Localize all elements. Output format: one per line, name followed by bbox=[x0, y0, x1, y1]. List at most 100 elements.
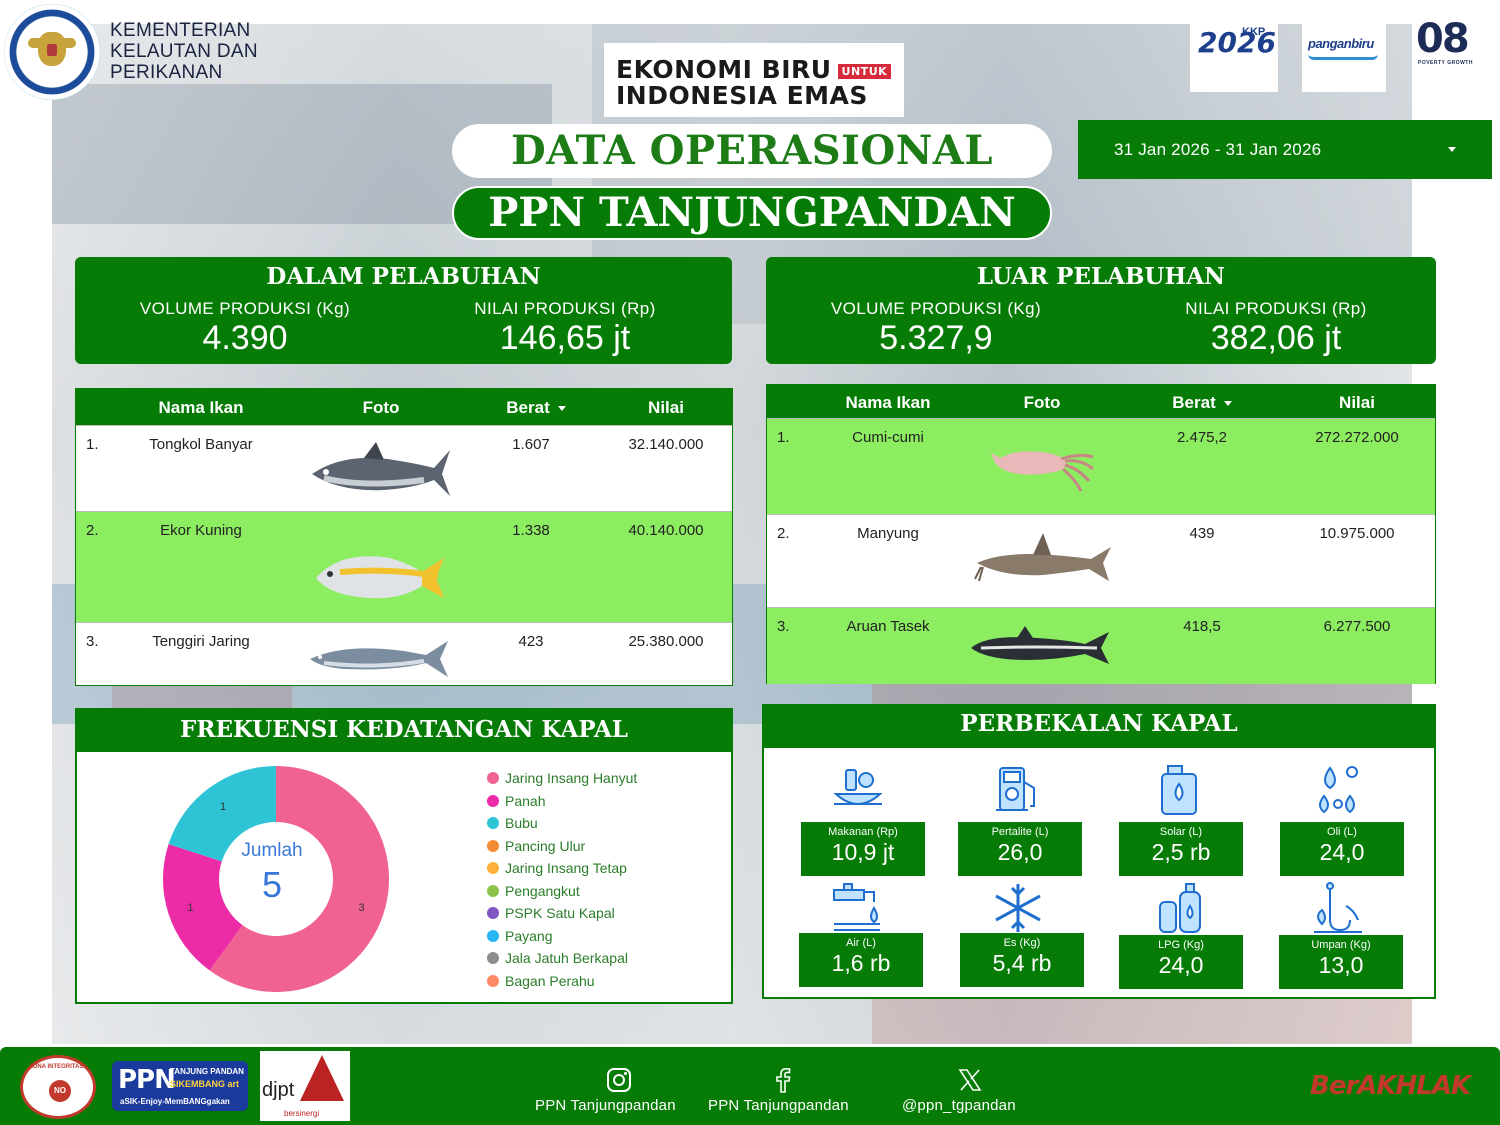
ministry-name: KEMENTERIAN KELAUTAN DAN PERIKANAN bbox=[110, 20, 258, 83]
donut-slice[interactable] bbox=[168, 766, 276, 862]
jerrycan-icon bbox=[1161, 765, 1197, 815]
luar-nilai-value: 382,06 jt bbox=[1210, 319, 1342, 357]
donut-center-value: 5 bbox=[261, 864, 283, 905]
legend-item[interactable]: Jala Jatuh Berkapal bbox=[487, 950, 628, 966]
date-range-picker[interactable]: 31 Jan 2026 - 31 Jan 2026 bbox=[1078, 120, 1492, 179]
legend-item[interactable]: Pancing Ulur bbox=[487, 838, 585, 854]
berakhlak-logo: BerAKHLAK bbox=[1310, 1071, 1471, 1101]
frekuensi-title: FREKUENSI KEDATANGAN KAPAL bbox=[75, 708, 733, 752]
kkp-2026-logo: 2026 KKP bbox=[1190, 16, 1278, 92]
col-foto: Foto bbox=[362, 398, 400, 417]
chevron-down-icon bbox=[1448, 147, 1456, 152]
perbekalan-title: PERBEKALAN KAPAL bbox=[762, 704, 1436, 748]
legend-item[interactable]: Panah bbox=[487, 793, 545, 809]
legend-item[interactable]: PSPK Satu Kapal bbox=[487, 905, 615, 921]
ekor-kuning-photo bbox=[316, 556, 444, 599]
legend-item[interactable]: Bagan Perahu bbox=[487, 973, 595, 989]
dalam-volume-label: VOLUME PRODUKSI (Kg) bbox=[139, 299, 351, 318]
legend-label: Pancing Ulur bbox=[505, 837, 586, 854]
x-link[interactable]: @ppn_tgpandan bbox=[902, 1097, 1016, 1114]
legend-swatch bbox=[487, 952, 499, 964]
legend-item[interactable]: Bubu bbox=[487, 815, 538, 831]
donut-slice[interactable] bbox=[209, 766, 389, 992]
legend-swatch bbox=[487, 817, 499, 829]
oil-drops-icon bbox=[1319, 766, 1358, 814]
instagram-icon[interactable] bbox=[606, 1067, 632, 1093]
legend-swatch bbox=[487, 772, 499, 784]
makanan-tile: Makanan (Rp) 10,9 jt bbox=[801, 822, 925, 876]
legend-label: Payang bbox=[505, 927, 553, 944]
date-range-value: 31 Jan 2026 - 31 Jan 2026 bbox=[1114, 140, 1322, 159]
luar-volume-label: VOLUME PRODUKSI (Kg) bbox=[830, 299, 1042, 318]
dalam-volume-value: 4.390 bbox=[202, 319, 288, 357]
legend-swatch bbox=[487, 974, 499, 987]
table-row[interactable]: 1. Cumi-cumi 2.475,2 272.272.000 bbox=[767, 418, 1435, 514]
footer: ZONA INTEGRITAS NO PPN TANJUNG PANDAN SI… bbox=[0, 1047, 1500, 1125]
facebook-link[interactable]: PPN Tanjungpandan bbox=[708, 1097, 849, 1114]
cumi-cumi-photo bbox=[991, 451, 1094, 492]
legend-swatch bbox=[487, 907, 499, 919]
table-row[interactable]: 3. Tenggiri Jaring 423 25.380.000 bbox=[76, 622, 732, 686]
legend-label: Jala Jatuh Berkapal bbox=[505, 950, 628, 966]
legend-item[interactable]: Jaring Insang Tetap bbox=[487, 860, 627, 876]
luar-volume-value: 5.327,9 bbox=[879, 319, 993, 357]
table-row[interactable]: 2. Manyung 439 10.975.000 bbox=[767, 514, 1435, 607]
luar-title: LUAR PELABUHAN bbox=[976, 263, 1226, 290]
col-nilai: Nilai bbox=[648, 398, 684, 417]
table-row[interactable]: 3. Aruan Tasek 418,5 6.277.500 bbox=[767, 607, 1435, 684]
donut-center-label: Jumlah bbox=[241, 840, 303, 861]
col-berat-sort[interactable]: Berat bbox=[1152, 393, 1252, 413]
snowflake-icon bbox=[995, 884, 1041, 932]
lpg-icon bbox=[1159, 883, 1201, 933]
legend-label: Bagan Perahu bbox=[505, 972, 595, 989]
facebook-icon[interactable] bbox=[770, 1067, 796, 1093]
perbekalan-panel: Makanan (Rp) 10,9 jt Pertalite (L) 26,0 So… bbox=[762, 748, 1436, 999]
dalam-nilai-value: 146,65 jt bbox=[499, 319, 631, 357]
dalam-pelabuhan-card: DALAM PELABUHAN VOLUME PRODUKSI (Kg) NIL… bbox=[75, 257, 732, 364]
umpan-tile: Umpan (Kg) 13,0 bbox=[1279, 935, 1403, 989]
legend-label: Bubu bbox=[505, 815, 538, 831]
solar-tile: Solar (L) 2,5 rb bbox=[1119, 822, 1243, 876]
ekonomi-biru-logo: EKONOMI BIRU UNTUK INDONESIA EMAS bbox=[604, 43, 904, 117]
legend-item[interactable]: Payang bbox=[487, 928, 552, 944]
table-row[interactable]: 2. Ekor Kuning 1.338 40.140.000 bbox=[76, 511, 732, 622]
djpt-logo: djpt bersinergi bbox=[260, 1051, 350, 1121]
col-nama: Nama Ikan bbox=[845, 393, 931, 412]
manyung-photo bbox=[974, 533, 1111, 582]
col-berat-sort[interactable]: Berat bbox=[486, 398, 586, 418]
dalam-title: DALAM PELABUHAN bbox=[266, 263, 541, 290]
instagram-link[interactable]: PPN Tanjungpandan bbox=[535, 1097, 676, 1114]
luar-fish-table: Nama Ikan Foto Berat Nilai 1. Cumi-cumi … bbox=[766, 384, 1436, 684]
aruan-tasek-photo bbox=[971, 626, 1109, 664]
lpg-tile: LPG (Kg) 24,0 bbox=[1119, 935, 1243, 989]
table-header: Nama Ikan Foto Berat Nilai bbox=[76, 389, 732, 425]
legend-swatch bbox=[487, 794, 499, 807]
dalam-fish-table: Nama Ikan Foto Berat Nilai 1. Tongkol Ba… bbox=[75, 388, 733, 686]
page-subtitle: PPN TANJUNGPANDAN bbox=[452, 186, 1052, 240]
es-tile: Es (Kg) 5,4 rb bbox=[960, 933, 1084, 987]
slice-value-label: 3 bbox=[359, 902, 365, 914]
table-header: Nama Ikan Foto Berat Nilai bbox=[767, 385, 1435, 418]
oli-tile: Oli (L) 24,0 bbox=[1280, 822, 1404, 876]
kkp-logo bbox=[4, 4, 100, 100]
legend-swatch bbox=[487, 884, 499, 897]
sort-caret-icon bbox=[1223, 401, 1232, 407]
legend-item[interactable]: Pengangkut bbox=[487, 883, 580, 899]
luar-nilai-label: NILAI PRODUKSI (Rp) bbox=[1185, 299, 1367, 318]
col-nilai: Nilai bbox=[1339, 393, 1375, 412]
sort-caret-icon bbox=[557, 406, 566, 412]
tongkol-banyar-photo bbox=[312, 442, 450, 496]
water-tap-icon bbox=[833, 883, 880, 931]
x-twitter-icon[interactable] bbox=[957, 1067, 983, 1093]
donut-slice[interactable] bbox=[163, 844, 243, 971]
zona-integritas-logo: ZONA INTEGRITAS NO bbox=[20, 1055, 96, 1119]
08-logo: 08 POVERTY GROWTH bbox=[1416, 16, 1473, 66]
legend-swatch bbox=[487, 929, 499, 942]
legend-label: Panah bbox=[505, 792, 546, 809]
legend-item[interactable]: Jaring Insang Hanyut bbox=[487, 770, 637, 786]
pertalite-tile: Pertalite (L) 26,0 bbox=[958, 822, 1082, 876]
table-row[interactable]: 1. Tongkol Banyar 1.607 32.140.000 bbox=[76, 425, 732, 511]
legend-swatch bbox=[487, 839, 499, 852]
slice-value-label: 1 bbox=[220, 801, 226, 813]
bait-icon bbox=[1314, 882, 1362, 933]
